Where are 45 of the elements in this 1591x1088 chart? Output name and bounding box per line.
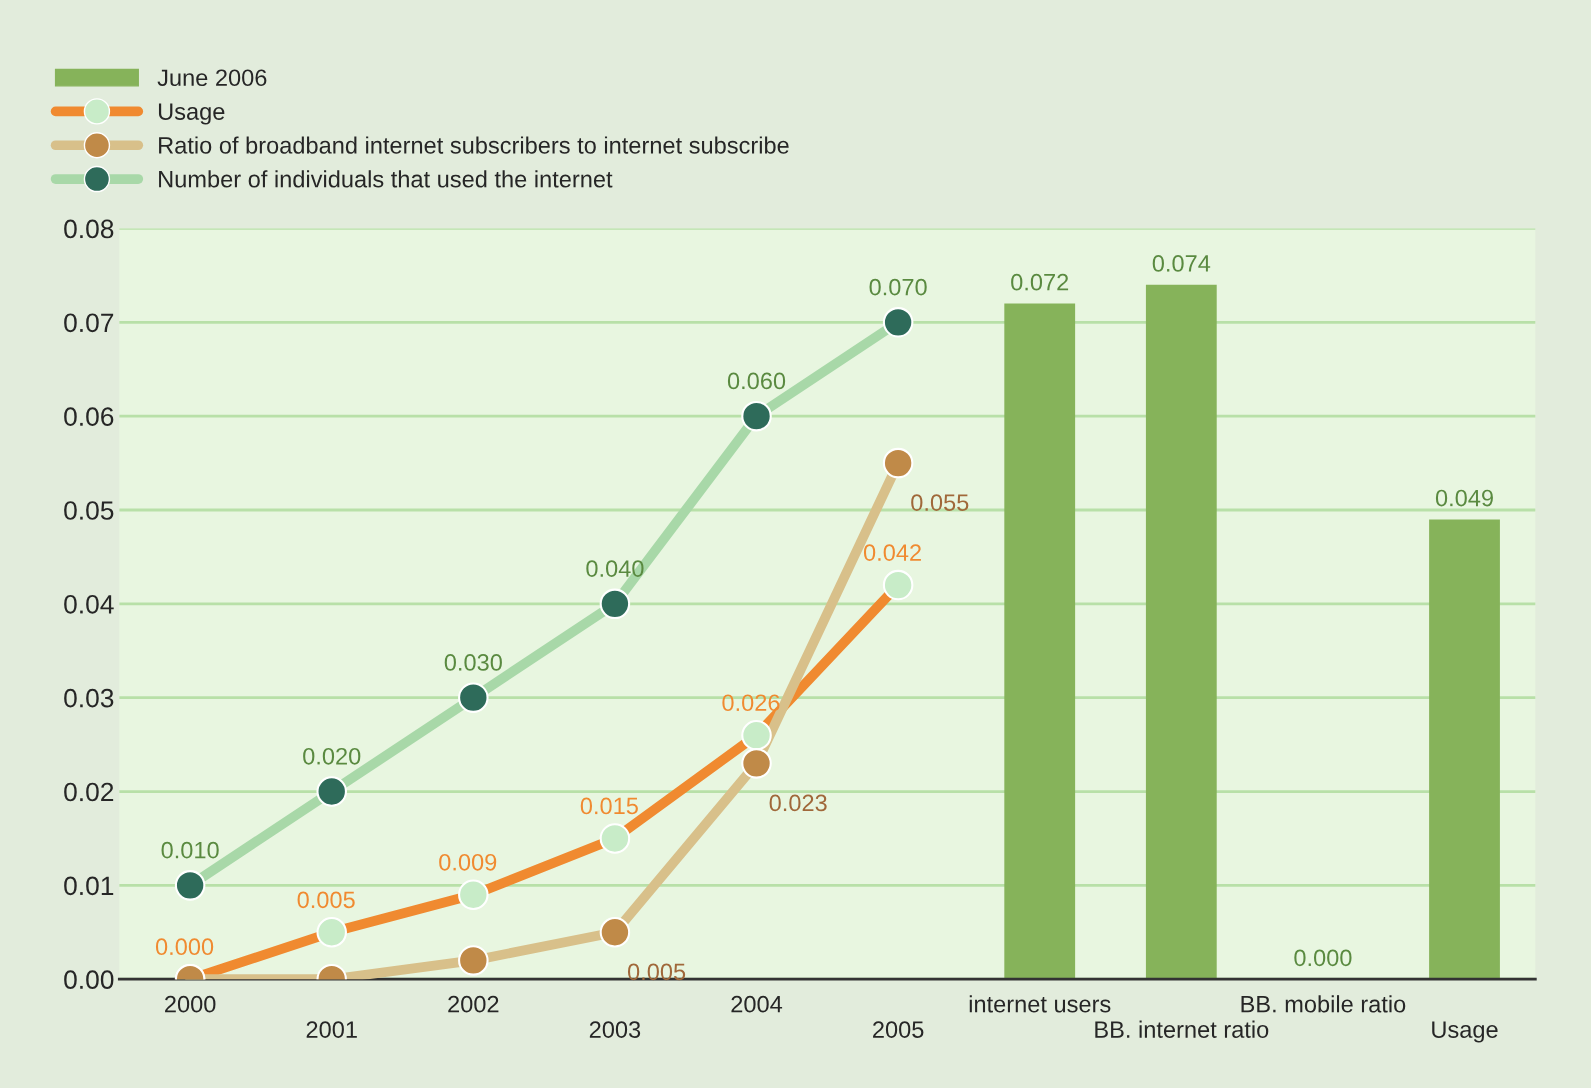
x-tick-label: BB. mobile ratio <box>1241 995 1406 1013</box>
data-label: 0.005 <box>297 891 355 909</box>
data-label: 0.026 <box>722 694 780 712</box>
legend-label: June 2006 <box>157 69 267 87</box>
data-label: 0.015 <box>580 797 638 815</box>
x-tick-label: internet users <box>969 995 1111 1013</box>
y-tick-label: 0.04 <box>64 594 114 614</box>
data-label: 0.000 <box>155 938 214 956</box>
y-tick-label: 0.08 <box>64 219 114 239</box>
y-tick-label: 0.00 <box>64 970 114 990</box>
x-tick-label: 2002 <box>448 995 499 1013</box>
x-tick-label: Usage <box>1432 1021 1498 1043</box>
data-label: 0.030 <box>444 654 502 671</box>
data-label: 0.049 <box>1435 489 1493 507</box>
data-label: 0.060 <box>727 372 786 390</box>
data-label: 0.074 <box>1152 255 1211 272</box>
bar <box>1429 519 1500 980</box>
data-label: 0.072 <box>1011 273 1069 291</box>
legend-label: Number of individuals that used the internet <box>159 170 613 188</box>
bar <box>1145 284 1217 980</box>
data-label: 0.020 <box>303 747 361 765</box>
y-tick-label: 0.05 <box>64 501 114 520</box>
y-tick-label: 0.01 <box>64 876 114 896</box>
y-tick-label: 0.03 <box>64 688 114 708</box>
y-tick-label: 0.07 <box>64 313 114 333</box>
x-tick-label: 2000 <box>165 995 216 1013</box>
data-label: 0.042 <box>863 544 921 561</box>
data-label: 0.040 <box>586 560 644 577</box>
data-label: 0.070 <box>869 278 927 296</box>
data-label: 0.010 <box>161 841 219 859</box>
data-label: 0.009 <box>439 853 497 871</box>
legend-label: Usage <box>158 103 225 125</box>
data-label: 0.000 <box>1294 949 1352 967</box>
bar <box>1004 303 1076 980</box>
legend-label: Ratio of broadband internet subscribers to internet subscribe <box>159 136 789 154</box>
x-tick-label: 2005 <box>873 1021 924 1038</box>
x-tick-label: BB. internet ratio <box>1095 1020 1269 1038</box>
y-tick-label: 0.02 <box>64 782 114 802</box>
x-tick-label: 2003 <box>589 1021 641 1038</box>
data-label: 0.055 <box>911 494 969 511</box>
x-tick-label: 2001 <box>306 1021 357 1038</box>
data-label: 0.005 <box>627 963 686 981</box>
y-tick-label: 0.06 <box>64 407 114 426</box>
x-tick-label: 2004 <box>731 995 783 1013</box>
data-label: 0.023 <box>769 794 827 812</box>
